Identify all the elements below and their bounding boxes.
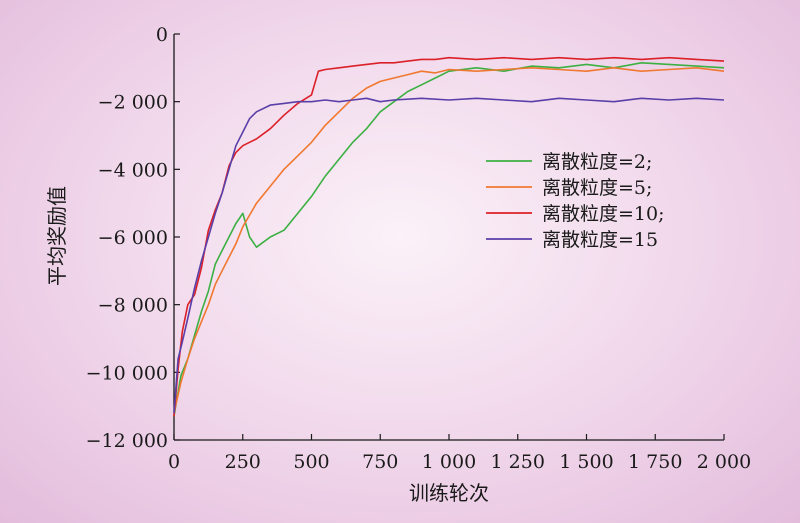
x-tick-label: 1 000 bbox=[422, 451, 476, 473]
series-line-1 bbox=[173, 61, 725, 417]
x-tick-label: 0 bbox=[168, 451, 180, 473]
x-axis-title: 训练轮次 bbox=[409, 481, 489, 505]
y-tick-label: −12 000 bbox=[86, 430, 168, 452]
series-group bbox=[173, 56, 725, 417]
x-tick-label: 2 000 bbox=[697, 451, 751, 473]
x-tick-label: 1 500 bbox=[559, 451, 613, 473]
x-tick-label: 1 750 bbox=[628, 451, 682, 473]
y-axis-title: 平均奖励值 bbox=[45, 186, 69, 286]
series-line-4 bbox=[173, 97, 725, 413]
legend-label: 离散粒度=5; bbox=[542, 177, 652, 199]
y-tick-label: −6 000 bbox=[98, 227, 168, 249]
y-tick-label: 0 bbox=[156, 24, 168, 46]
legend-label: 离散粒度=15 bbox=[542, 229, 658, 251]
series-line-3 bbox=[173, 56, 725, 417]
legend: 离散粒度=2; 离散粒度=5; 离散粒度=10; 离散粒度=15 bbox=[486, 151, 665, 251]
x-tick-label: 250 bbox=[225, 451, 261, 473]
legend-label: 离散粒度=10; bbox=[542, 203, 665, 225]
x-tick-label: 500 bbox=[293, 451, 329, 473]
legend-label: 离散粒度=2; bbox=[542, 151, 652, 173]
x-tick-label: 750 bbox=[362, 451, 398, 473]
y-tick-label: −4 000 bbox=[98, 159, 168, 181]
x-tick-label: 1 250 bbox=[491, 451, 545, 473]
y-tick-label: −10 000 bbox=[86, 362, 168, 384]
axes: 0 250 500 750 1 000 1 250 1 500 1 750 2 000 0 −2 0… bbox=[86, 24, 752, 473]
y-tick-label: −2 000 bbox=[98, 92, 168, 114]
y-tick-label: −8 000 bbox=[98, 295, 168, 317]
series-line-2 bbox=[173, 67, 725, 414]
